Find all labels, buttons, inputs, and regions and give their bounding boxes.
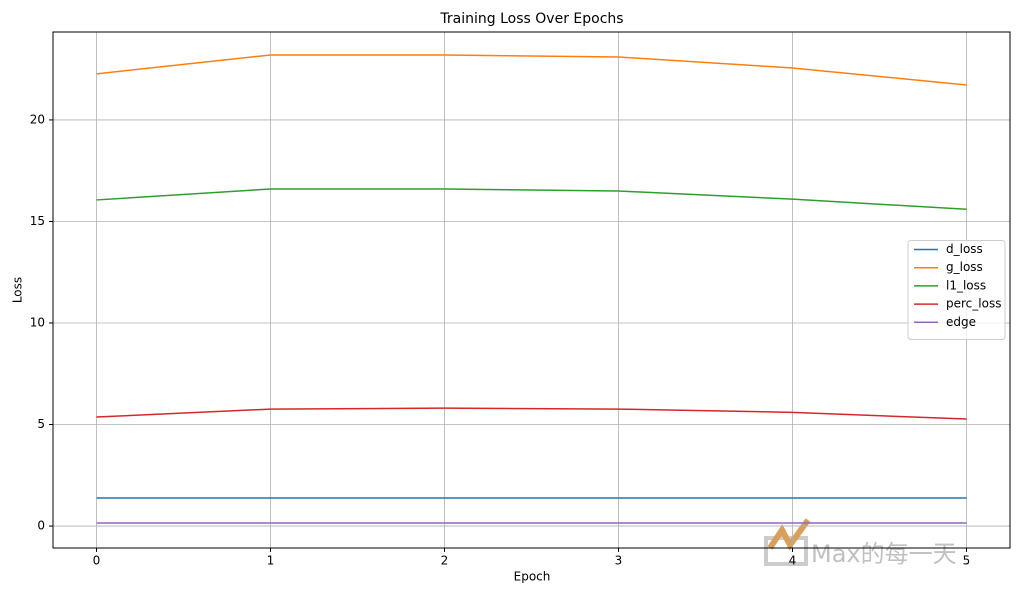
watermark: Max的每一天 <box>811 540 957 568</box>
chart-title: Training Loss Over Epochs <box>439 11 623 27</box>
legend-label: l1_loss <box>946 278 986 292</box>
y-axis-label: Loss <box>11 277 25 303</box>
y-tick-label: 5 <box>37 417 45 431</box>
y-tick-label: 15 <box>30 214 45 228</box>
x-tick-label: 2 <box>441 554 449 568</box>
y-tick-label: 10 <box>30 315 45 329</box>
legend-box <box>907 240 1006 340</box>
watermark-m <box>767 518 811 551</box>
watermark-icon <box>764 518 811 566</box>
x-tick-label: 5 <box>963 554 971 568</box>
legend-label: edge <box>946 315 976 329</box>
legend-label: d_loss <box>946 242 983 256</box>
x-tick-label: 0 <box>93 554 101 568</box>
x-tick-label: 3 <box>615 554 623 568</box>
x-tick-label: 1 <box>267 554 275 568</box>
legend-label: perc_loss <box>946 297 1001 311</box>
x-tick-label: 4 <box>789 554 797 568</box>
x-axis-label: Epoch <box>514 570 551 584</box>
series-line <box>96 54 967 86</box>
y-tick-label: 20 <box>30 112 45 126</box>
series-line <box>96 188 967 211</box>
legend-label: g_loss <box>946 260 983 274</box>
series-line <box>96 407 967 420</box>
plot-frame <box>52 31 1011 549</box>
y-tick-label: 0 <box>37 519 45 533</box>
